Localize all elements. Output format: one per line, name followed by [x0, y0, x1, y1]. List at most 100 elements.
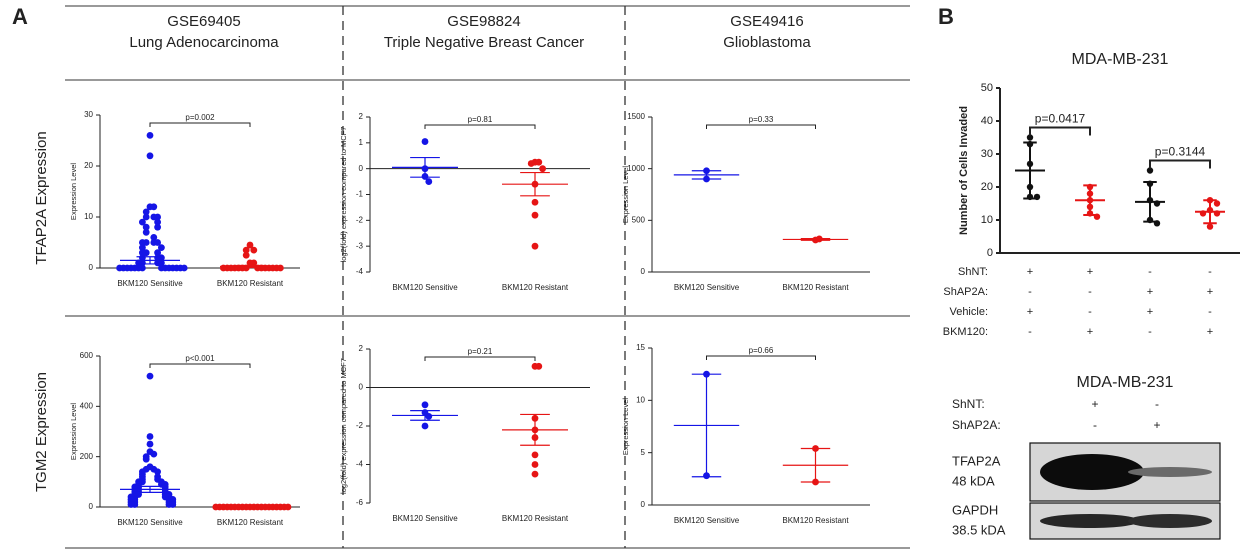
y-tick-label: 10: [84, 212, 93, 221]
column-id: GSE69405: [167, 13, 240, 30]
data-point: [147, 373, 154, 380]
y-tick-label: -2: [356, 215, 364, 224]
data-point: [528, 160, 535, 167]
chart-title: MDA-MB-231: [1072, 51, 1169, 68]
y-tick-label: 0: [89, 502, 94, 511]
data-point: [147, 433, 154, 440]
y-axis-label: log2(fold) expression compared to MCF7: [339, 127, 348, 263]
data-point: [532, 471, 539, 478]
y-tick-label: 600: [80, 351, 94, 360]
column-title: Glioblastoma: [723, 34, 811, 51]
y-tick-label: 5: [641, 448, 646, 457]
y-axis-label: Expression Level: [621, 166, 630, 223]
column-id: GSE98824: [447, 13, 520, 30]
y-tick-label: 20: [84, 161, 93, 170]
data-point: [150, 203, 157, 210]
band-label: GAPDH: [952, 502, 998, 517]
data-point: [147, 152, 154, 159]
condition-mark: +: [1153, 418, 1160, 432]
data-point: [277, 265, 284, 272]
condition-mark: -: [1088, 306, 1092, 318]
band: [1128, 467, 1212, 477]
condition-mark: -: [1028, 326, 1032, 338]
column-id: GSE49416: [730, 13, 803, 30]
figure: A B GSE69405 Lung Adenocarcinoma GSE9882…: [0, 0, 1257, 552]
condition-mark: -: [1148, 266, 1152, 278]
data-point: [532, 461, 539, 468]
band-size: 48 kDA: [952, 473, 995, 488]
condition-label: ShAP2A:: [943, 286, 988, 298]
data-point: [128, 501, 135, 508]
significance-bracket: [1150, 161, 1210, 169]
y-tick-label: 2: [359, 344, 364, 353]
y-tick-label: 15: [636, 343, 645, 352]
y-tick-label: 40: [981, 115, 993, 127]
condition-mark: -: [1208, 306, 1212, 318]
condition-mark: +: [1091, 397, 1098, 411]
row-label: TGM2 Expression: [33, 372, 50, 492]
data-point: [532, 212, 539, 219]
data-point: [143, 456, 150, 463]
condition-mark: +: [1027, 266, 1033, 278]
data-point: [250, 247, 257, 254]
data-point: [422, 401, 429, 408]
condition-label: ShAP2A:: [952, 418, 1001, 432]
panel-label: B: [938, 4, 954, 29]
y-tick-label: 50: [981, 82, 993, 94]
significance-bracket: [707, 125, 816, 129]
condition-label: ShNT:: [958, 266, 988, 278]
x-tick-label: BKM120 Sensitive: [117, 279, 183, 288]
band: [1040, 514, 1140, 528]
condition-label: Vehicle:: [949, 306, 988, 318]
data-point: [422, 138, 429, 145]
condition-mark: -: [1155, 397, 1159, 411]
x-tick-label: BKM120 Sensitive: [674, 283, 740, 292]
significance-bracket: [1030, 128, 1090, 136]
p-value: p=0.66: [749, 346, 774, 355]
p-value: p=0.0417: [1035, 112, 1086, 126]
data-point: [539, 165, 546, 172]
condition-mark: +: [1207, 326, 1213, 338]
y-tick-label: 30: [84, 110, 93, 119]
band-size: 38.5 kDA: [952, 522, 1006, 537]
y-tick-label: -1: [356, 190, 364, 199]
condition-label: ShNT:: [952, 397, 985, 411]
y-axis-label: Number of Cells Invaded: [958, 106, 970, 235]
data-point: [532, 243, 539, 250]
p-value: p=0.3144: [1155, 145, 1206, 159]
y-tick-label: 1: [359, 138, 364, 147]
data-point: [285, 504, 292, 511]
column-title: Lung Adenocarcinoma: [129, 34, 279, 51]
y-axis-label: log2(fold) expression compared to MCF7: [339, 358, 348, 494]
y-tick-label: -4: [356, 460, 364, 469]
data-point: [532, 199, 539, 206]
condition-mark: -: [1148, 326, 1152, 338]
significance-bracket: [707, 356, 816, 360]
p-value: p<0.001: [185, 354, 215, 363]
y-tick-label: 200: [80, 452, 94, 461]
y-tick-label: 0: [641, 500, 646, 509]
x-tick-label: BKM120 Resistant: [782, 283, 849, 292]
condition-mark: -: [1088, 286, 1092, 298]
y-tick-label: -3: [356, 241, 364, 250]
data-point: [181, 265, 188, 272]
y-axis-label: Expression Level: [69, 403, 78, 460]
data-point: [147, 132, 154, 139]
y-axis-label: Expression Level: [621, 398, 630, 455]
condition-mark: +: [1027, 306, 1033, 318]
y-tick-label: 0: [987, 247, 993, 259]
condition-label: BKM120:: [943, 326, 988, 338]
data-point: [154, 224, 161, 231]
y-tick-label: 0: [359, 164, 364, 173]
data-point: [1214, 200, 1220, 206]
x-tick-label: BKM120 Sensitive: [117, 518, 183, 527]
p-value: p=0.21: [468, 347, 493, 356]
data-point: [212, 504, 219, 511]
data-point: [535, 363, 542, 370]
condition-mark: +: [1147, 306, 1153, 318]
x-tick-label: BKM120 Resistant: [782, 516, 849, 525]
data-point: [425, 178, 432, 185]
y-tick-label: 400: [80, 401, 94, 410]
panel-label: A: [12, 4, 28, 29]
x-tick-label: BKM120 Resistant: [502, 283, 569, 292]
